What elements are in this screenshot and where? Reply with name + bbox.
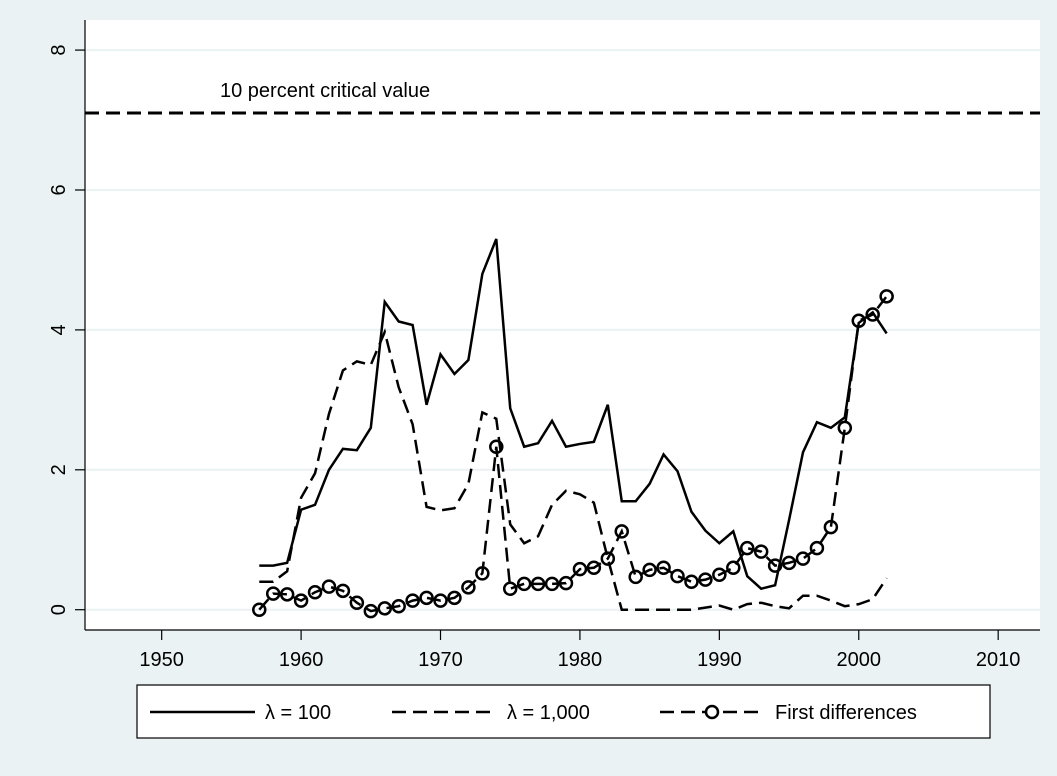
marker (433, 593, 448, 608)
legend-label: λ = 100 (265, 702, 331, 724)
marker (349, 595, 365, 610)
series-line (258, 295, 888, 613)
x-tick-label: 2010 (976, 649, 1021, 671)
marker (809, 540, 825, 556)
marker (502, 581, 518, 596)
marker (739, 540, 755, 556)
marker (252, 602, 267, 617)
y-tick-label: 6 (48, 184, 70, 195)
x-tick-label: 2000 (837, 649, 882, 671)
marker (391, 598, 406, 614)
marker (795, 551, 811, 566)
marker (419, 590, 434, 606)
y-tick-label: 4 (48, 324, 70, 335)
marker (586, 560, 602, 575)
series-line (259, 328, 888, 612)
marker (321, 579, 337, 594)
marker (642, 562, 657, 578)
marker (307, 584, 323, 600)
marker (572, 561, 588, 577)
marker (279, 587, 295, 602)
marker (851, 313, 867, 329)
marker (670, 568, 685, 584)
marker (377, 601, 392, 616)
marker (823, 519, 839, 535)
x-tick-label: 1990 (697, 649, 742, 671)
legend-box (136, 684, 991, 739)
y-tick-label: 8 (48, 45, 70, 56)
marker (363, 603, 379, 619)
marker (461, 580, 476, 595)
marker (447, 590, 462, 606)
x-tick-label: 1960 (279, 649, 324, 671)
marker (753, 544, 769, 559)
marker (600, 551, 616, 566)
marker (628, 569, 643, 585)
marker (335, 583, 351, 599)
annotation: 10 percent critical value (220, 80, 430, 102)
marker (405, 593, 420, 608)
x-tick-label: 1950 (139, 649, 184, 671)
marker (475, 566, 490, 581)
marker (698, 572, 713, 587)
marker (879, 289, 894, 304)
marker (726, 560, 741, 575)
legend-label: λ = 1,000 (507, 702, 590, 724)
legend-label: First differences (775, 702, 917, 724)
marker (656, 560, 671, 575)
marker (614, 524, 630, 539)
marker (530, 576, 546, 592)
marker (837, 420, 853, 436)
x-tick-label: 1980 (558, 649, 603, 671)
marker (781, 555, 797, 571)
marker (865, 307, 880, 322)
legend-marker (704, 704, 720, 720)
marker (265, 586, 281, 601)
marker (684, 574, 699, 589)
marker (489, 439, 504, 454)
marker (767, 558, 783, 573)
y-tick-label: 2 (48, 464, 70, 475)
series-line (259, 238, 888, 591)
marker (712, 567, 727, 582)
marker (293, 593, 309, 608)
marker (558, 575, 574, 591)
plot-area (85, 20, 1040, 630)
x-tick-label: 1970 (418, 649, 463, 671)
y-tick-label: 0 (48, 604, 70, 615)
marker (544, 576, 560, 592)
marker (516, 576, 532, 592)
